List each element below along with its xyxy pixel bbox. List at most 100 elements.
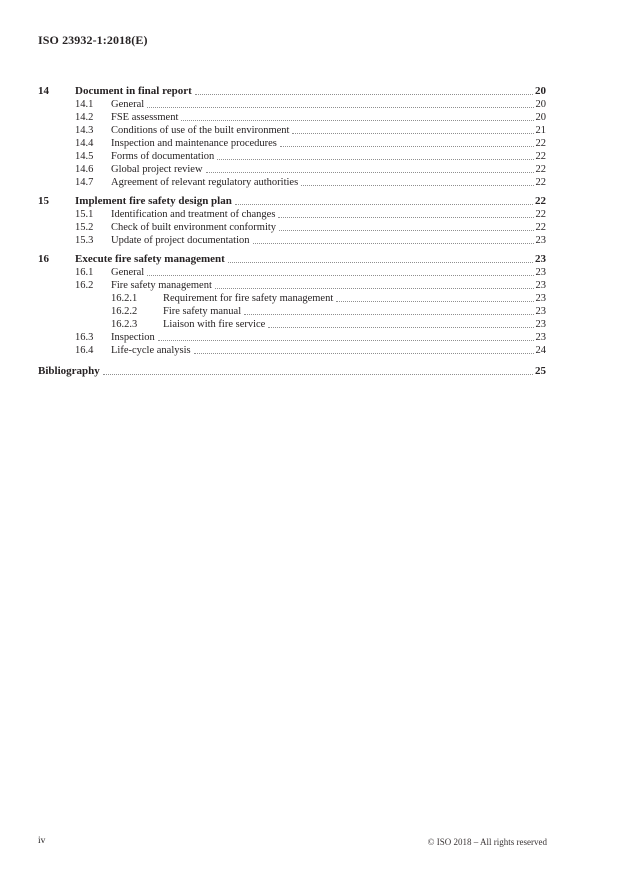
toc-entry-title: Document in final report [75,85,192,97]
toc-entry: 16.3 Inspection 23 [38,331,546,344]
toc-entry-number: 15.3 [75,235,94,246]
toc-entry-title: Inspection and maintenance procedures [111,138,277,149]
toc-dot-leader [181,111,534,121]
toc-dot-leader [252,234,534,244]
toc-entry: 15.2 Check of built environment conformit… [38,221,546,234]
toc-entry-title: Inspection [111,332,155,343]
toc-entry-number: 14.2 [75,112,94,123]
toc-dot-leader [268,318,534,328]
toc-entry: 16.2 Fire safety management 23 [38,279,546,292]
toc-entry-number: 16.2 [75,280,94,291]
toc-entry-number: 16.2.3 [111,319,138,330]
toc-entry-title: General [111,99,145,110]
toc-page-number: 22 [535,151,547,162]
toc-dot-leader [205,163,534,173]
toc-dot-leader [336,292,534,302]
toc-entry-number: 15.1 [75,209,94,220]
toc-page-number: 23 [535,306,547,317]
toc-dot-leader [301,176,534,186]
toc-entry-number: 15 [38,195,49,207]
footer-copyright-notice: © ISO 2018 – All rights reserved [427,837,547,847]
table-of-contents: 14 Document in final report 20 14.1 General 2… [38,85,546,378]
toc-entry: 14.3 Conditions of use of the built envir… [38,124,546,137]
toc-entry: 14.1 General 20 [38,98,546,111]
toc-dot-leader [194,85,533,95]
toc-entry-title: Fire safety management [111,280,212,291]
toc-entry-number: 14.3 [75,125,94,136]
toc-dot-leader [102,365,533,375]
toc-dot-leader [157,331,534,341]
toc-dot-leader [279,221,534,231]
toc-page-number: 20 [535,85,546,97]
toc-entry-number: 16.3 [75,332,94,343]
toc-entry: 16.2.1 Requirement for fire safety manage… [38,292,546,305]
toc-page-number: 22 [535,164,547,175]
toc-page-number: 23 [535,293,547,304]
toc-page-number: 22 [535,222,547,233]
toc-page-number: 22 [535,177,547,188]
toc-entry-number: 16.2.2 [111,306,138,317]
toc-entry-number: 15.2 [75,222,94,233]
toc-entry-number: 16 [38,253,49,265]
toc-entry: 14.2 FSE assessment 20 [38,111,546,124]
toc-entry-title: Global project review [111,164,203,175]
toc-entry: 15 Implement fire safety design plan 22 [38,195,546,208]
toc-page-number: 22 [535,209,547,220]
toc-entry-number: 16.4 [75,345,94,356]
toc-page-number: 24 [535,345,547,356]
toc-entry: 16.2.2 Fire safety manual 23 [38,305,546,318]
toc-entry-title: Implement fire safety design plan [75,195,232,207]
toc-entry: 16 Execute fire safety management 23 [38,253,546,266]
toc-entry-number: 14.1 [75,99,94,110]
toc-entry-number: 14 [38,85,49,97]
toc-entry-title: Agreement of relevant regulatory authori… [111,177,299,188]
toc-entry-title: FSE assessment [111,112,179,123]
toc-entry: 14.7 Agreement of relevant regulatory aut… [38,176,546,189]
toc-page-number: 25 [535,365,546,377]
toc-page-number: 23 [535,280,547,291]
toc-page-number: 23 [535,319,547,330]
toc-entry: 14.5 Forms of documentation 22 [38,150,546,163]
toc-entry: Bibliography 25 [38,365,546,378]
toc-entry-title: Forms of documentation [111,151,215,162]
toc-entry: 16.4 Life-cycle analysis 24 [38,344,546,357]
toc-entry: 14 Document in final report 20 [38,85,546,98]
toc-dot-leader [214,279,534,289]
toc-dot-leader [234,195,533,205]
toc-entry-title: Update of project documentation [111,235,250,246]
toc-dot-leader [147,266,534,276]
toc-dot-leader [147,98,534,108]
toc-entry: 15.1 Identification and treatment of chan… [38,208,546,221]
toc-dot-leader [278,208,534,218]
toc-entry-title: General [111,267,145,278]
toc-dot-leader [227,253,533,263]
toc-entry-title: Identification and treatment of changes [111,209,276,220]
toc-entry-number: 16.1 [75,267,94,278]
toc-page-number: 20 [535,112,547,123]
toc-dot-leader [217,150,534,160]
toc-page-number: 22 [535,138,547,149]
toc-page-number: 23 [535,332,547,343]
toc-entry: 16.1 General 23 [38,266,546,279]
toc-entry: 14.6 Global project review 22 [38,163,546,176]
toc-page-number: 20 [535,99,547,110]
document-header: ISO 23932-1:2018(E) [38,33,148,47]
toc-entry-title: Requirement for fire safety management [163,293,334,304]
toc-entry-title: Check of built environment conformity [111,222,277,233]
toc-entry: 14.4 Inspection and maintenance procedure… [38,137,546,150]
toc-entry: 16.2.3 Liaison with fire service 23 [38,318,546,331]
toc-entry-title: Life-cycle analysis [111,345,191,356]
toc-entry-title: Bibliography [38,365,100,377]
toc-entry: 15.3 Update of project documentation 23 [38,234,546,247]
toc-entry-title: Execute fire safety management [75,253,225,265]
toc-entry-number: 14.6 [75,164,94,175]
toc-entry-number: 14.5 [75,151,94,162]
toc-dot-leader [279,137,534,147]
toc-page-number: 21 [535,125,547,136]
toc-entry-number: 14.4 [75,138,94,149]
toc-dot-leader [244,305,534,315]
toc-page-number: 23 [535,235,547,246]
toc-entry-number: 16.2.1 [111,293,138,304]
toc-entry-title: Fire safety manual [163,306,242,317]
